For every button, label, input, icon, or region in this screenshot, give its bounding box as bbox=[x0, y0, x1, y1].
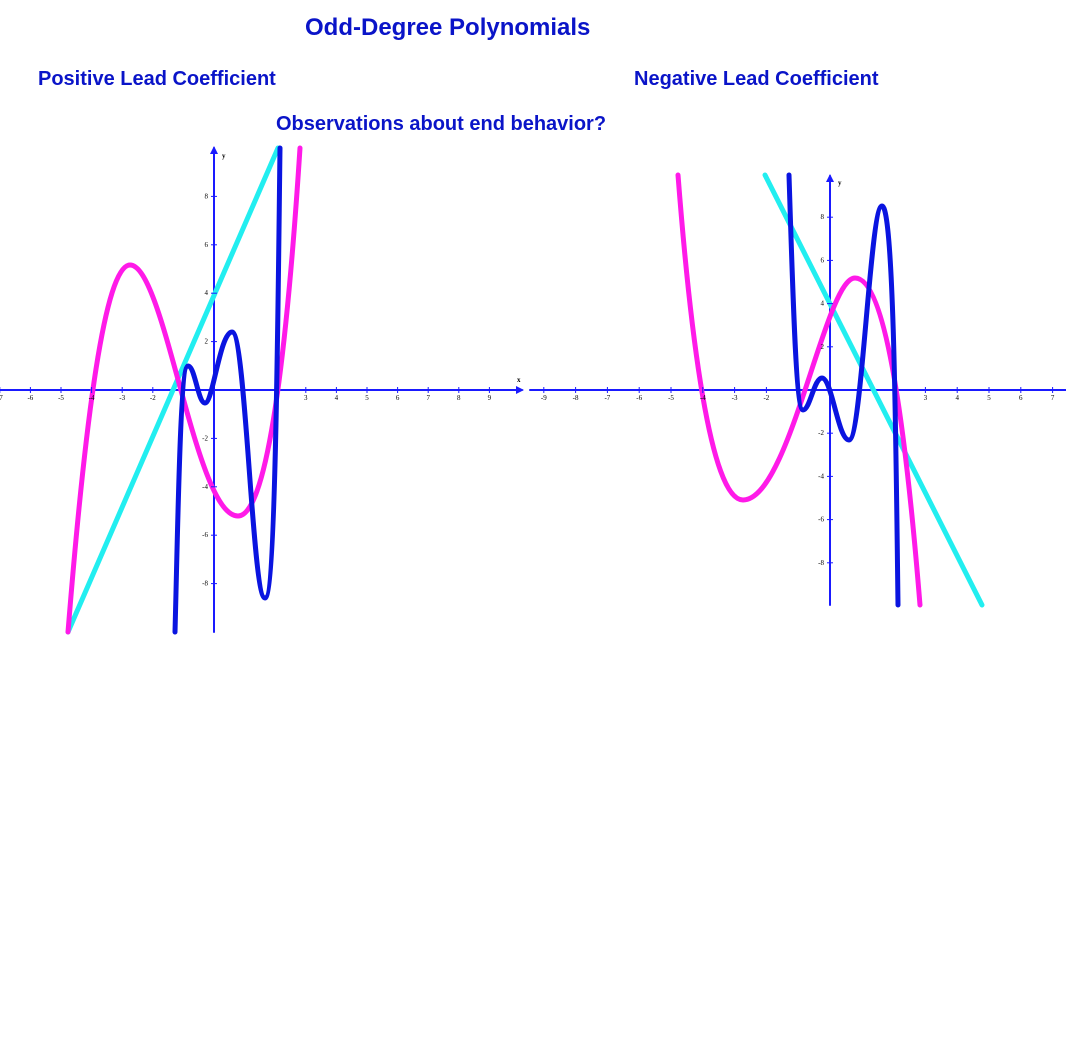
x-tick-label: 3 bbox=[304, 394, 308, 402]
arrow bbox=[210, 146, 218, 154]
arrow bbox=[516, 386, 524, 394]
y-tick-label: 6 bbox=[205, 241, 209, 249]
left-subtitle: Positive Lead Coefficient bbox=[38, 68, 276, 90]
y-tick-label: 2 bbox=[821, 343, 825, 351]
x-tick-label: 4 bbox=[335, 394, 339, 402]
left-graph bbox=[0, 145, 524, 635]
x-tick-label: -3 bbox=[119, 394, 125, 402]
y-tick-label: 2 bbox=[205, 338, 209, 346]
linear-curve bbox=[65, 145, 281, 635]
y-tick-label: -4 bbox=[202, 483, 208, 491]
right-graph bbox=[529, 172, 1066, 608]
y-tick-label: 8 bbox=[821, 213, 825, 221]
y-tick-label: -8 bbox=[818, 559, 824, 567]
x-tick-label: 7 bbox=[1051, 394, 1055, 402]
right-subtitle: Negative Lead Coefficient bbox=[634, 68, 879, 90]
y-tick-label: -2 bbox=[202, 434, 208, 442]
y-tick-label: 4 bbox=[821, 300, 825, 308]
x-tick-label: -4 bbox=[89, 394, 95, 402]
x-tick-label: -6 bbox=[636, 394, 642, 402]
x-tick-label: -5 bbox=[58, 394, 64, 402]
x-tick-label: -7 bbox=[0, 394, 3, 402]
x-tick-label: 5 bbox=[987, 394, 991, 402]
x-tick-label: 9 bbox=[488, 394, 492, 402]
x-tick-label: -9 bbox=[541, 394, 547, 402]
y-axis-label: y bbox=[838, 179, 842, 187]
y-tick-label: -8 bbox=[202, 580, 208, 588]
x-tick-label: -3 bbox=[732, 394, 738, 402]
x-tick-label: -4 bbox=[700, 394, 706, 402]
x-tick-label: 8 bbox=[457, 394, 461, 402]
y-tick-label: 6 bbox=[821, 256, 825, 264]
y-tick-label: -2 bbox=[818, 429, 824, 437]
x-tick-label: -2 bbox=[150, 394, 156, 402]
x-tick-label: -6 bbox=[27, 394, 33, 402]
quintic-curve bbox=[786, 172, 901, 608]
x-tick-label: -2 bbox=[763, 394, 769, 402]
x-tick-label: -7 bbox=[604, 394, 610, 402]
linear-curve bbox=[762, 172, 985, 608]
y-axis-label: y bbox=[222, 152, 226, 160]
question: Observations about end behavior? bbox=[276, 113, 607, 135]
y-tick-label: 8 bbox=[205, 192, 209, 200]
x-axis-label: x bbox=[517, 376, 521, 384]
x-tick-label: -5 bbox=[668, 394, 674, 402]
y-tick-label: -6 bbox=[818, 516, 824, 524]
x-tick-label: 6 bbox=[396, 394, 400, 402]
arrow bbox=[826, 174, 834, 182]
x-tick-label: 7 bbox=[426, 394, 430, 402]
x-tick-label: 6 bbox=[1019, 394, 1023, 402]
y-tick-label: -6 bbox=[202, 531, 208, 539]
quintic-curve bbox=[172, 145, 283, 635]
title: Odd-Degree Polynomials bbox=[305, 14, 591, 41]
x-tick-label: -8 bbox=[573, 394, 579, 402]
x-tick-label: 5 bbox=[365, 394, 369, 402]
y-tick-label: -4 bbox=[818, 472, 824, 480]
y-tick-label: 4 bbox=[205, 289, 209, 297]
x-tick-label: 3 bbox=[924, 394, 928, 402]
x-tick-label: 4 bbox=[955, 394, 959, 402]
